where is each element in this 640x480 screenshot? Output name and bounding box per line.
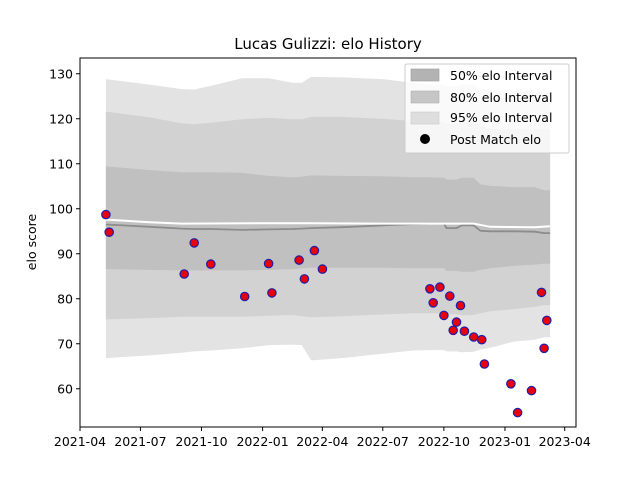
data-point — [539, 343, 549, 354]
data-point — [512, 407, 523, 418]
legend-label-50: 50% elo Interval — [450, 68, 552, 83]
data-point — [541, 315, 552, 326]
legend-marker-post-match — [420, 134, 430, 144]
y-tick-label: 80 — [57, 291, 73, 306]
legend-swatch-80 — [410, 90, 440, 104]
legend-label-post-match: Post Match elo — [450, 132, 541, 147]
data-point — [451, 317, 462, 327]
data-point — [263, 258, 274, 269]
band-50 — [105, 166, 551, 272]
data-point — [536, 287, 547, 298]
legend-swatch-50 — [410, 68, 440, 82]
data-point — [439, 310, 449, 321]
plot-frame — [79, 57, 577, 428]
data-point — [299, 274, 310, 284]
x-tick-label: 2022-10 — [418, 434, 470, 449]
data-point — [267, 288, 277, 298]
rating-trend — [105, 218, 551, 229]
data-point — [468, 332, 479, 342]
x-tick-label: 2023-04 — [539, 434, 591, 449]
y-tick-label: 110 — [49, 156, 73, 171]
trend-line — [105, 218, 551, 229]
data-point — [239, 291, 250, 302]
data-point — [476, 334, 487, 345]
x-tick-label: 2023-01 — [479, 434, 531, 449]
data-point — [101, 209, 111, 220]
y-tick-label: 120 — [49, 111, 73, 126]
x-tick-label: 2021-04 — [54, 434, 106, 449]
data-point — [425, 283, 435, 294]
y-tick-label: 60 — [57, 381, 73, 396]
data-point — [435, 282, 445, 292]
y-tick-label: 130 — [49, 66, 73, 81]
data-point — [459, 326, 470, 336]
x-tick-label: 2021-10 — [175, 434, 227, 449]
legend-label-80: 80% elo Interval — [450, 90, 552, 105]
data-point — [309, 245, 320, 256]
y-axis-ticks: 60 70 80 90 100 110 120 130 — [49, 66, 80, 396]
x-tick-label: 2021-07 — [114, 434, 166, 449]
x-tick-label: 2022-07 — [357, 434, 409, 449]
y-tick-label: 100 — [49, 201, 73, 216]
legend-swatch-95 — [410, 111, 440, 125]
data-point — [448, 325, 458, 336]
data-point — [179, 269, 189, 279]
data-point — [189, 238, 199, 248]
x-axis-ticks: 2021-04 2021-07 2021-10 2022-01 2022-04 2022-… — [54, 427, 591, 449]
data-point — [506, 378, 516, 389]
data-point — [479, 359, 490, 369]
legend-label-95: 95% elo Interval — [450, 110, 552, 125]
data-point — [317, 264, 328, 274]
data-point — [294, 255, 304, 265]
data-point — [455, 300, 466, 311]
x-tick-label: 2022-01 — [236, 434, 288, 449]
y-axis-label: elo score — [24, 214, 39, 271]
post-match-points — [101, 209, 552, 418]
data-point — [444, 291, 455, 301]
chart-title: Lucas Gulizzi: elo History — [234, 35, 422, 53]
legend: 50% elo Interval 80% elo Interval 95% el… — [404, 63, 570, 154]
data-point — [526, 385, 537, 396]
legend-box — [404, 63, 570, 154]
data-point — [104, 227, 114, 237]
y-tick-label: 90 — [57, 246, 73, 261]
x-tick-label: 2022-04 — [296, 434, 348, 449]
data-point — [428, 297, 438, 308]
data-point — [206, 259, 216, 269]
y-tick-label: 70 — [57, 336, 73, 351]
